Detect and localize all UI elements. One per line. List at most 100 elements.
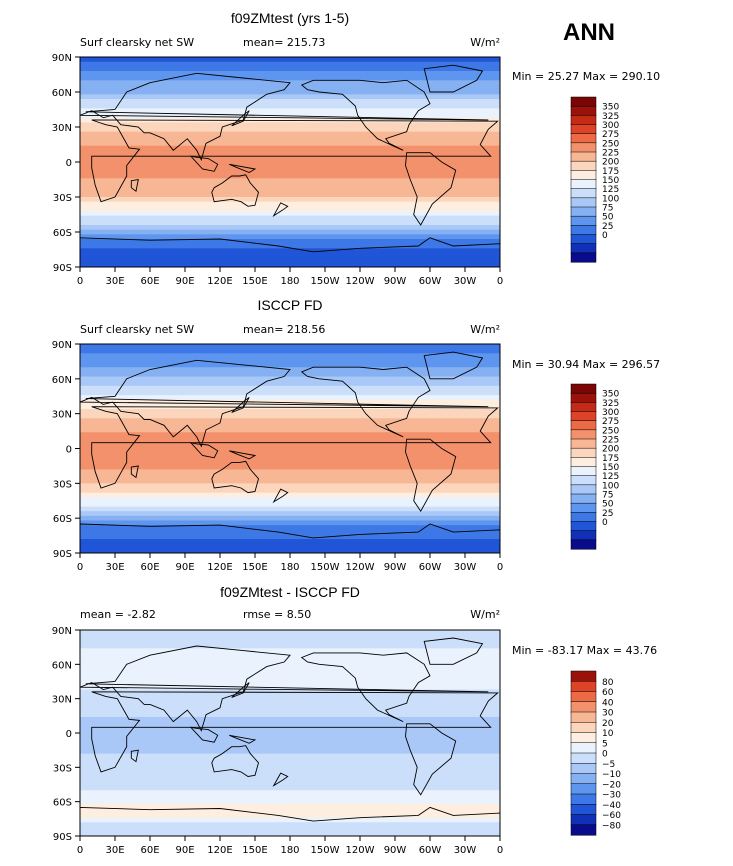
coastline: [130, 465, 139, 479]
map-band: [80, 229, 500, 235]
map-band: [80, 790, 500, 796]
panel-model-y-axis: 90N 60N 30N 0 30S 60S 90S: [52, 53, 80, 274]
colorbar-swatch: [570, 215, 597, 226]
colorbar-swatch: [570, 133, 597, 144]
map-band: [80, 749, 500, 755]
colorbar-label: 0: [602, 750, 608, 760]
map-band: [80, 66, 500, 72]
colorbar-label: 50: [602, 500, 614, 510]
map-band: [80, 506, 500, 512]
colorbar-swatch: [570, 402, 597, 413]
colorbar-swatch: [570, 383, 597, 394]
colorbar-swatch: [570, 783, 597, 795]
colorbar-label: 275: [602, 417, 619, 427]
x-tick-label: 60E: [140, 845, 159, 856]
map-band: [80, 183, 500, 189]
map-band: [80, 464, 500, 470]
map-band: [80, 799, 500, 805]
y-tick-label: 30N: [52, 410, 72, 421]
coastline: [130, 749, 139, 763]
map-band: [80, 781, 500, 787]
x-tick-label: 30W: [454, 276, 477, 287]
map-band: [80, 707, 500, 713]
map-band: [80, 450, 500, 457]
colorbar-label: 40: [602, 698, 614, 708]
coastline: [423, 637, 484, 665]
panel-model-x-axis: 0 30E 60E 90E 120E 150E 180 150W 120W 90W 60W 30W 0: [77, 267, 503, 287]
map-band: [80, 85, 500, 91]
colorbar-label: 5: [602, 739, 608, 749]
x-tick-label: 150E: [242, 845, 267, 856]
map-band: [80, 178, 500, 184]
coastline: [231, 682, 250, 698]
panel-model-units: W/m²: [470, 36, 500, 49]
map-band: [80, 127, 500, 133]
panel-model-title: f09ZMtest (yrs 1-5): [231, 10, 349, 26]
map-band: [80, 817, 500, 823]
map-band: [80, 99, 500, 105]
colorbar-label: 275: [602, 130, 619, 140]
map-band: [80, 794, 500, 800]
map-band: [80, 785, 500, 791]
colorbar-swatch: [570, 493, 597, 504]
colorbar-swatch: [570, 197, 597, 208]
panel-model-variable: Surf clearsky net SW: [80, 36, 194, 49]
map-band: [80, 548, 500, 553]
colorbar-label: −30: [602, 791, 621, 801]
panel-obs-units: W/m²: [470, 323, 500, 336]
y-tick-label: 30N: [52, 695, 72, 706]
map-band: [80, 141, 500, 147]
coastline: [272, 488, 289, 504]
map-band: [80, 721, 500, 727]
map-band: [80, 136, 500, 142]
map-band: [80, 427, 500, 433]
colorbar-label: −60: [602, 811, 621, 821]
map-band: [80, 71, 500, 77]
map-band: [80, 150, 500, 156]
x-tick-label: 120W: [346, 845, 375, 856]
colorbar-swatch: [570, 539, 597, 550]
panel-obs-title: ISCCP FD: [257, 297, 322, 313]
map-band: [80, 497, 500, 503]
x-tick-label: 120W: [346, 276, 375, 287]
map-band: [80, 234, 500, 240]
map-band: [80, 145, 500, 151]
y-tick-label: 0: [66, 158, 72, 169]
map-band: [80, 385, 500, 392]
colorbar-swatch: [570, 814, 597, 826]
colorbar-swatch: [570, 763, 597, 775]
colorbar-label: 50: [602, 213, 614, 223]
colorbar-label: 225: [602, 149, 619, 159]
map-band: [80, 164, 500, 170]
map-band: [80, 703, 500, 709]
colorbar-label: 20: [602, 719, 614, 729]
x-tick-label: 30E: [105, 845, 124, 856]
map-band: [80, 543, 500, 549]
coastline: [300, 366, 431, 438]
map-band: [80, 220, 500, 226]
panel-model: f09ZMtest (yrs 1-5) Surf clearsky net SW…: [52, 10, 660, 287]
colorbar-label: 75: [602, 204, 613, 214]
colorbar-swatch: [570, 711, 597, 723]
y-tick-label: 90S: [53, 263, 72, 274]
colorbar-swatch: [570, 484, 597, 495]
colorbar-swatch: [570, 701, 597, 713]
y-tick-label: 0: [66, 445, 72, 456]
colorbar-label: −40: [602, 801, 621, 811]
coastline: [211, 460, 259, 494]
y-tick-label: 90N: [52, 340, 72, 351]
colorbar-swatch: [570, 142, 597, 153]
x-tick-label: 30E: [105, 562, 124, 573]
colorbar-swatch: [570, 804, 597, 816]
panel-obs-map: [80, 344, 500, 553]
colorbar-swatch: [570, 160, 597, 171]
colorbar-swatch: [570, 151, 597, 162]
map-band: [80, 712, 500, 718]
map-band: [80, 215, 500, 221]
colorbar-label: 350: [602, 390, 619, 400]
map-band: [80, 648, 500, 654]
coastline: [300, 652, 431, 723]
x-tick-label: 30W: [454, 562, 477, 573]
